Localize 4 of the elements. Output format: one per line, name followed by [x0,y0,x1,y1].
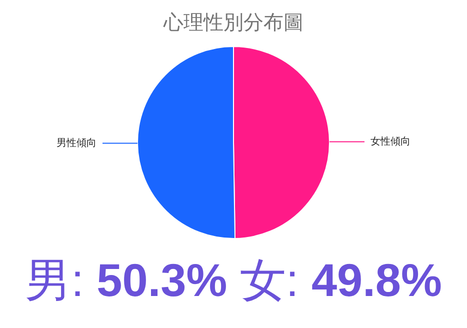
chart-title: 心理性別分布圖 [162,10,304,34]
text: 男: 50.3% 女: 49.8% [25,254,442,306]
slice-label: 男性傾向 [56,136,97,149]
slice-label: 女性傾向 [370,135,410,148]
